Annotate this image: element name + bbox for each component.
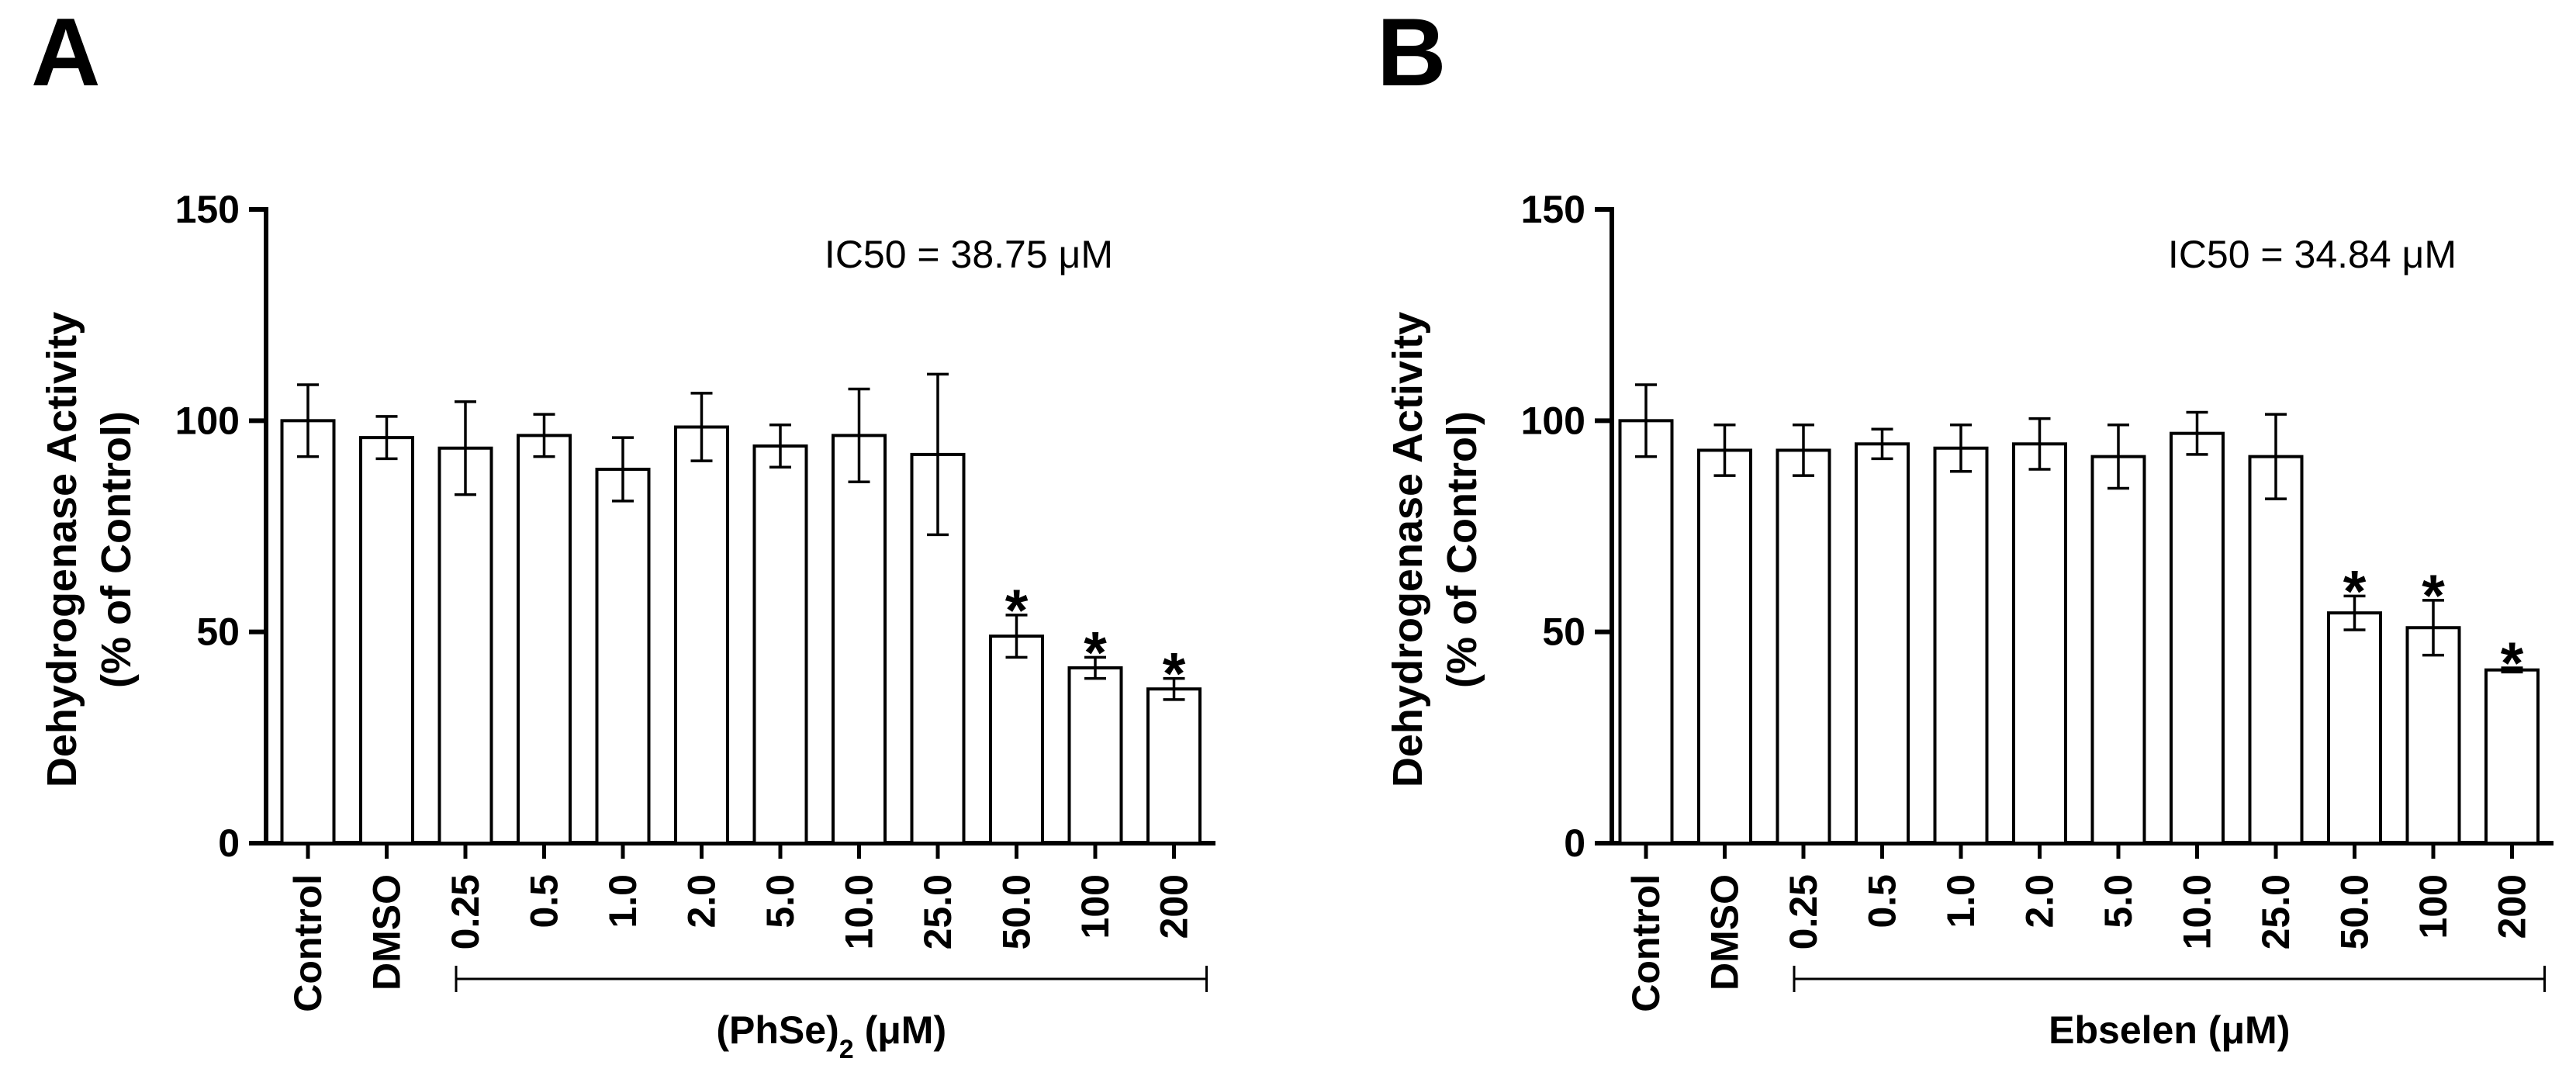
y-tick-label: 0 [1564, 821, 1585, 865]
y-tick-label: 100 [175, 399, 240, 442]
x-tick-label: 0.25 [444, 874, 487, 949]
x-tick-label: DMSO [1703, 874, 1747, 991]
x-tick-label: 25.0 [916, 874, 960, 949]
x-axis-label: (PhSe)2 (μM) [716, 1008, 946, 1064]
ic50-annotation: IC50 = 34.84 μM [2168, 233, 2457, 276]
x-tick-label: 0.25 [1782, 874, 1825, 949]
y-tick-label: 50 [196, 610, 240, 654]
significance-marker: * [2422, 563, 2445, 629]
bar [595, 467, 651, 845]
significance-marker: * [1084, 620, 1107, 686]
x-tick-label: 50.0 [995, 874, 1039, 949]
x-tick-label: 25.0 [2254, 874, 2298, 949]
y-axis-label: Dehydrogenase Activity [1385, 312, 1431, 787]
x-tick-label: 5.0 [759, 874, 802, 928]
bar [2405, 626, 2461, 845]
y-tick-label: 0 [218, 821, 240, 865]
significance-marker: * [2501, 631, 2524, 697]
bar [1776, 448, 1831, 845]
x-tick-label: 1.0 [1939, 874, 1983, 928]
x-tick-label: Control [1624, 874, 1668, 1012]
bar [674, 425, 729, 845]
bar [1697, 448, 1752, 845]
bar [2012, 442, 2067, 845]
y-tick-label: 150 [1521, 188, 1585, 231]
x-tick-label: 2.0 [2018, 874, 2062, 928]
bar [437, 446, 493, 845]
bar [1933, 446, 1989, 845]
x-tick-label: 1.0 [601, 874, 645, 928]
x-tick-label: 0.5 [523, 874, 566, 928]
x-tick-label: 5.0 [2097, 874, 2140, 928]
bar [752, 444, 808, 845]
x-axis-label: Ebselen (μM) [2049, 1008, 2290, 1052]
chart-panel-a: A 0 50 100 150 Dehydrogenase Activity (% of Co… [31, 0, 1215, 1064]
y-axis-label: Dehydrogenase Activity [39, 312, 85, 787]
bar [2327, 611, 2382, 845]
bar [359, 436, 414, 845]
x-tick-label: 2.0 [680, 874, 724, 928]
chart-panel-b: B 0 50 100 150 Dehydrogenase Activity (% of Co… [1377, 0, 2554, 1052]
x-tick-label: 50.0 [2333, 874, 2377, 949]
bar [832, 434, 887, 845]
bar [2090, 455, 2146, 845]
panel-letter: B [1377, 0, 1447, 106]
x-tick-label: 200 [2491, 874, 2534, 939]
bar [280, 419, 336, 845]
x-tick-label: 100 [1074, 874, 1117, 939]
ic50-annotation: IC50 = 38.75 μM [825, 233, 1113, 276]
bar [2248, 455, 2304, 845]
x-tick-label: 200 [1153, 874, 1196, 939]
y-axis-label-units: (% of Control) [1439, 411, 1485, 688]
bar [1855, 442, 1910, 845]
bar [1618, 419, 1674, 845]
bar [989, 635, 1044, 845]
x-tick-label: 10.0 [2176, 874, 2219, 949]
significance-marker: * [1163, 641, 1186, 707]
significance-marker: * [1005, 578, 1029, 644]
y-axis-label-units: (% of Control) [93, 411, 140, 688]
significance-marker: * [2343, 558, 2367, 624]
x-tick-label: DMSO [365, 874, 409, 991]
y-tick-label: 50 [1542, 610, 1585, 654]
bar [1146, 687, 1202, 845]
x-tick-label: Control [286, 874, 330, 1012]
panel-letter: A [31, 0, 101, 106]
y-tick-label: 100 [1521, 399, 1585, 442]
bar [1067, 666, 1123, 845]
y-tick-label: 150 [175, 188, 240, 231]
bar [2170, 431, 2225, 845]
x-tick-label: 10.0 [838, 874, 881, 949]
bar [517, 434, 572, 845]
x-tick-label: 100 [2412, 874, 2455, 939]
x-tick-label: 0.5 [1861, 874, 1904, 928]
